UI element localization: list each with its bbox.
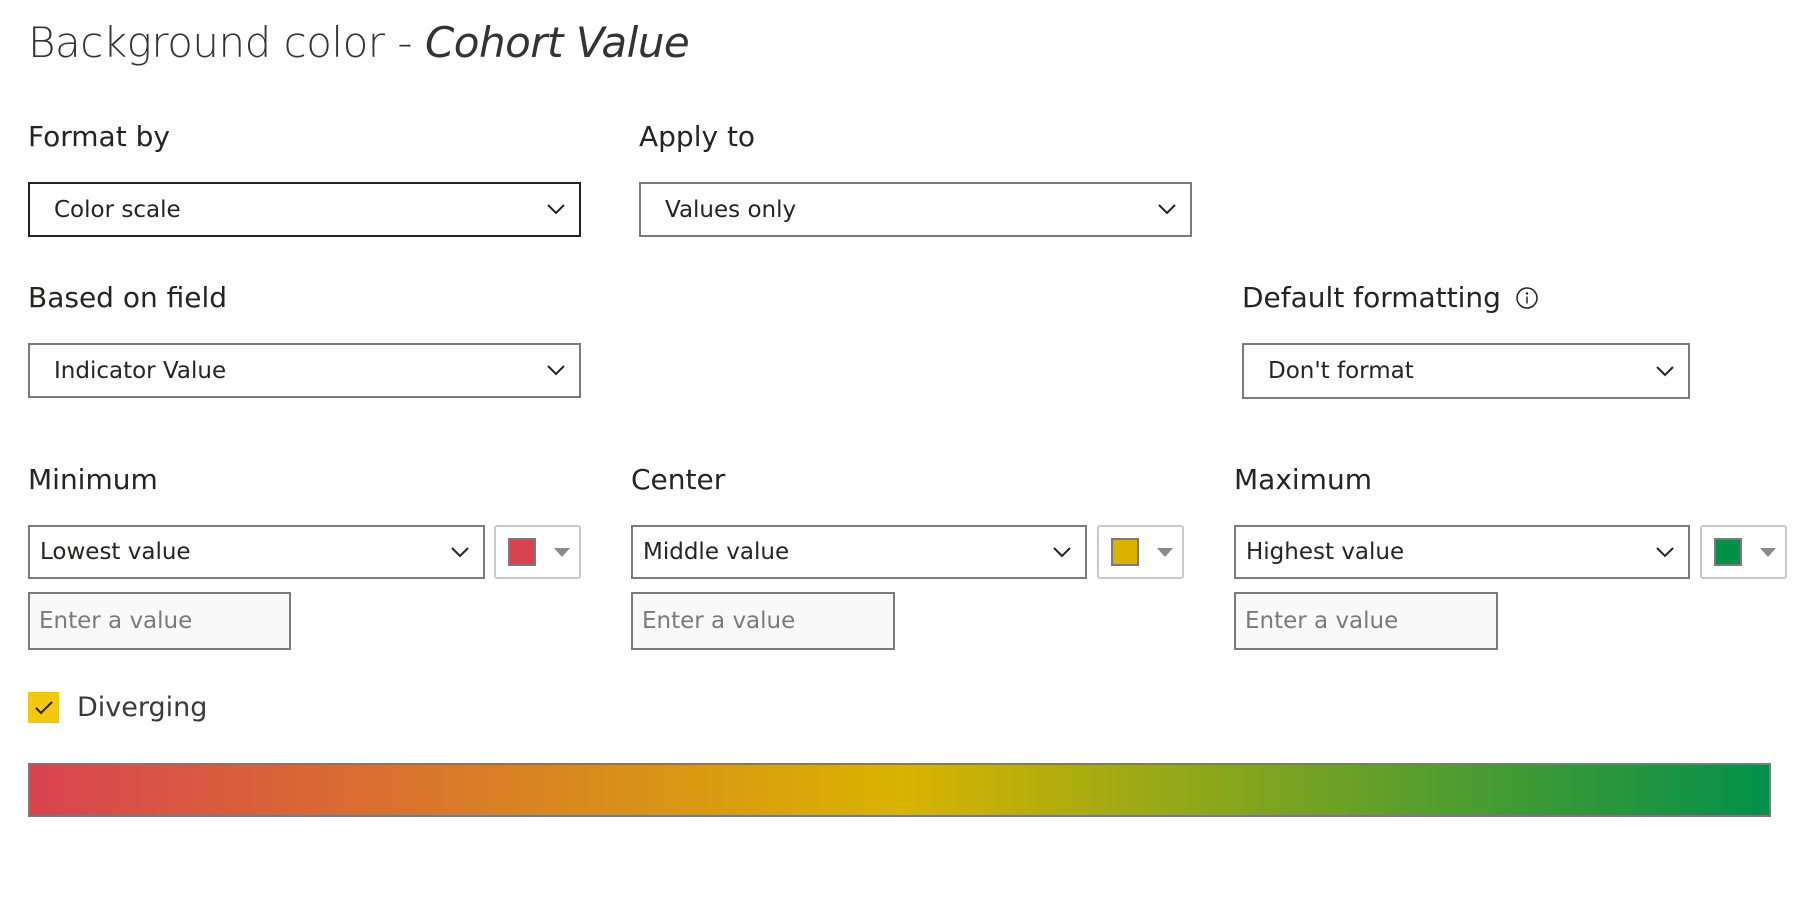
minimum-value-input[interactable] <box>28 592 291 650</box>
diverging-label: Diverging <box>77 692 208 723</box>
apply-to-dropdown[interactable]: Values only <box>639 182 1192 237</box>
minimum-dropdown[interactable]: Lowest value <box>28 525 485 579</box>
center-color-picker[interactable] <box>1097 525 1184 579</box>
color-swatch <box>508 538 536 566</box>
format-by-label: Format by <box>28 120 170 153</box>
caret-down-icon <box>1157 547 1173 557</box>
based-on-field-dropdown[interactable]: Indicator Value <box>28 343 581 398</box>
apply-to-value: Values only <box>665 196 797 223</box>
default-formatting-value: Don't format <box>1268 358 1414 384</box>
color-swatch <box>1714 538 1742 566</box>
minimum-label: Minimum <box>28 463 158 496</box>
format-by-dropdown[interactable]: Color scale <box>28 182 581 237</box>
chevron-down-icon <box>449 541 471 563</box>
maximum-value-input[interactable] <box>1234 592 1498 650</box>
default-formatting-label-row: Default formatting <box>1242 281 1539 314</box>
chevron-down-icon <box>1156 199 1178 221</box>
caret-down-icon <box>554 547 570 557</box>
minimum-color-picker[interactable] <box>494 525 581 579</box>
chevron-down-icon <box>1654 360 1676 382</box>
title-prefix: Background color - <box>28 18 425 67</box>
center-label: Center <box>631 463 726 496</box>
maximum-label: Maximum <box>1234 463 1372 496</box>
based-on-field-label: Based on field <box>28 281 228 314</box>
diverging-checkbox[interactable] <box>28 692 59 723</box>
default-formatting-label: Default formatting <box>1242 281 1501 314</box>
maximum-color-picker[interactable] <box>1700 525 1787 579</box>
chevron-down-icon <box>545 360 567 382</box>
based-on-field-value: Indicator Value <box>54 357 227 384</box>
center-value: Middle value <box>643 539 790 565</box>
color-scale-preview <box>28 763 1771 817</box>
info-icon[interactable] <box>1515 286 1539 310</box>
center-value-input[interactable] <box>631 592 895 650</box>
chevron-down-icon <box>1654 541 1676 563</box>
maximum-dropdown[interactable]: Highest value <box>1234 525 1690 579</box>
center-dropdown[interactable]: Middle value <box>631 525 1087 579</box>
caret-down-icon <box>1760 547 1776 557</box>
format-by-value: Color scale <box>54 196 181 223</box>
chevron-down-icon <box>545 199 567 221</box>
color-swatch <box>1111 538 1139 566</box>
checkmark-icon <box>34 700 53 714</box>
title-field: Cohort Value <box>424 18 690 67</box>
default-formatting-dropdown[interactable]: Don't format <box>1242 343 1690 399</box>
chevron-down-icon <box>1051 541 1073 563</box>
dialog-title: Background color - Cohort Value <box>28 18 690 67</box>
maximum-value: Highest value <box>1246 539 1405 565</box>
minimum-value: Lowest value <box>40 539 191 565</box>
apply-to-label: Apply to <box>639 120 756 153</box>
